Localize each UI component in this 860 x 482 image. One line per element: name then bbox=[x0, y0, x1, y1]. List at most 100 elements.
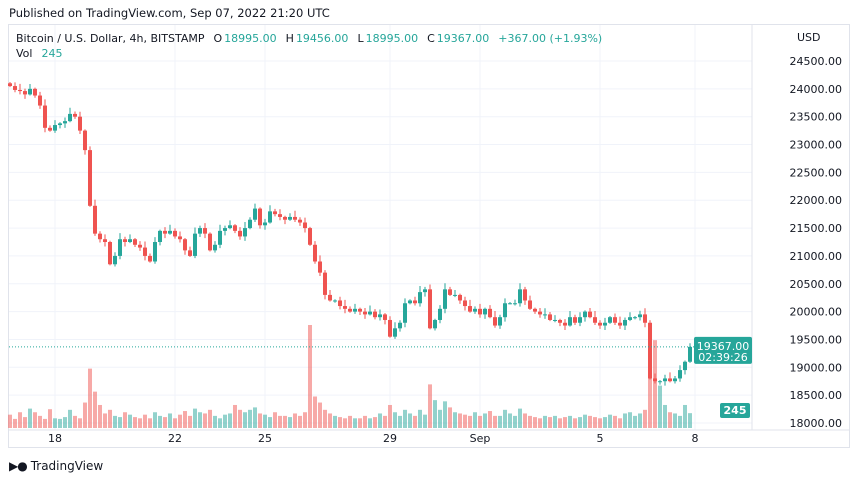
candle-body bbox=[333, 300, 337, 302]
candle-body bbox=[173, 230, 177, 237]
price-tick-label: 22500.00 bbox=[790, 166, 843, 179]
candle-body bbox=[213, 244, 217, 251]
volume-bar bbox=[93, 391, 97, 428]
volume-bar bbox=[363, 415, 367, 428]
volume-bar bbox=[478, 415, 482, 428]
candle-body bbox=[243, 228, 247, 237]
volume-bar bbox=[43, 418, 47, 428]
candle-body bbox=[503, 303, 507, 318]
volume-bar bbox=[383, 415, 387, 428]
volume-bar bbox=[448, 407, 452, 428]
volume-bar bbox=[63, 417, 67, 428]
low-label: L bbox=[357, 32, 364, 45]
candle-body bbox=[673, 378, 677, 382]
volume-bar bbox=[228, 413, 232, 428]
candle-body bbox=[233, 225, 237, 231]
candle-body bbox=[648, 322, 652, 379]
candle-body bbox=[563, 322, 567, 326]
candle-body bbox=[113, 255, 117, 265]
volume-bar bbox=[193, 408, 197, 428]
volume-bar bbox=[98, 404, 102, 428]
candle-body bbox=[38, 95, 42, 106]
volume-badge-value: 245 bbox=[724, 404, 747, 417]
candle-body bbox=[433, 319, 437, 329]
volume-bar bbox=[483, 413, 487, 428]
candle-body bbox=[73, 113, 77, 117]
volume-bar bbox=[163, 417, 167, 428]
volume-bar bbox=[173, 418, 177, 428]
volume-bar bbox=[138, 418, 142, 428]
candle-body bbox=[283, 216, 287, 220]
volume-bar bbox=[388, 404, 392, 428]
date-tick-label: 18 bbox=[48, 432, 62, 445]
volume-bar bbox=[108, 409, 112, 428]
candle-body bbox=[78, 116, 82, 131]
candle-body bbox=[128, 239, 132, 242]
candle-body bbox=[133, 239, 137, 245]
chart-legend: Bitcoin / U.S. Dollar, 4h, BITSTAMP O 189… bbox=[16, 31, 604, 61]
candle-body bbox=[18, 89, 22, 92]
candle-body bbox=[338, 300, 342, 307]
published-caption: Published on TradingView.com, Sep 07, 20… bbox=[9, 6, 330, 20]
candle-body bbox=[33, 88, 37, 96]
volume-bar bbox=[83, 402, 87, 428]
volume-bar bbox=[298, 415, 302, 428]
volume-bar bbox=[443, 401, 447, 428]
volume-bar bbox=[113, 415, 117, 428]
high-label: H bbox=[285, 32, 294, 45]
volume-bar bbox=[548, 417, 552, 428]
candle-body bbox=[58, 123, 62, 126]
bar-countdown: 02:39:26 bbox=[698, 351, 747, 364]
candle-body bbox=[518, 289, 522, 304]
volume-bar bbox=[133, 417, 137, 428]
volume-bar bbox=[498, 415, 502, 428]
candle-body bbox=[158, 230, 162, 242]
candle-body bbox=[578, 317, 582, 323]
candle-body bbox=[623, 319, 627, 326]
volume-bar bbox=[73, 415, 77, 428]
candle-body bbox=[68, 113, 72, 122]
volume-bar bbox=[273, 412, 277, 428]
volume-bar bbox=[158, 415, 162, 428]
candle-body bbox=[463, 300, 467, 307]
volume-bar bbox=[213, 415, 217, 428]
volume-bar bbox=[198, 412, 202, 428]
candle-body bbox=[273, 211, 277, 215]
candle-body bbox=[413, 300, 417, 304]
volume-bar bbox=[558, 418, 562, 428]
volume-bar bbox=[623, 413, 627, 428]
chart-frame bbox=[8, 24, 850, 448]
volume-bar bbox=[233, 404, 237, 428]
volume-bar bbox=[323, 409, 327, 428]
candle-body bbox=[448, 289, 452, 295]
candle-body bbox=[343, 306, 347, 309]
close-value: 19367.00 bbox=[436, 32, 490, 45]
candle-body bbox=[453, 294, 457, 296]
volume-bar bbox=[258, 413, 262, 428]
volume-bar bbox=[343, 418, 347, 428]
price-tick-label: 19500.00 bbox=[790, 333, 843, 346]
brand-label[interactable]: TradingView bbox=[30, 459, 104, 473]
volume-bar bbox=[613, 415, 617, 428]
vol-value: 245 bbox=[41, 47, 63, 60]
candle-body bbox=[258, 208, 262, 226]
candle-body bbox=[228, 225, 232, 229]
volume-bar bbox=[653, 340, 657, 428]
volume-bar bbox=[68, 409, 72, 428]
volume-bar bbox=[318, 402, 322, 428]
candle-body bbox=[98, 233, 102, 240]
candle-body bbox=[93, 205, 97, 234]
volume-bar bbox=[253, 407, 257, 428]
candle-body bbox=[153, 242, 157, 262]
candle-body bbox=[138, 244, 142, 248]
candle-body bbox=[618, 322, 622, 326]
symbol-title[interactable]: Bitcoin / U.S. Dollar, 4h, BITSTAMP bbox=[16, 32, 205, 45]
price-tick-label: 18000.00 bbox=[790, 417, 843, 430]
volume-bar bbox=[103, 413, 107, 428]
candle-body bbox=[568, 317, 572, 326]
candle-body bbox=[208, 233, 212, 251]
candle-body bbox=[603, 322, 607, 326]
candle-body bbox=[263, 222, 267, 226]
last-price-value: 19367.00 bbox=[697, 340, 750, 353]
